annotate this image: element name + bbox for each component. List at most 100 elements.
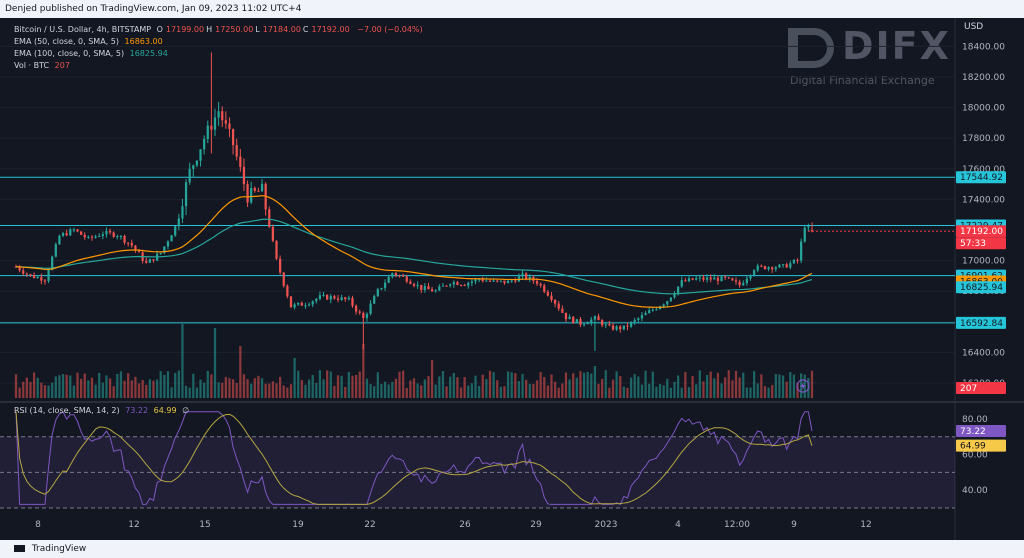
candle-body bbox=[528, 276, 531, 279]
candle-body bbox=[745, 278, 748, 284]
volume-bar bbox=[210, 374, 213, 398]
legend-volume-label: Vol · BTC bbox=[14, 61, 50, 70]
candle-body bbox=[796, 259, 799, 261]
volume-bar bbox=[470, 383, 474, 398]
x-tick-label: 12 bbox=[860, 520, 871, 530]
candle-body bbox=[666, 301, 669, 305]
volume-bar bbox=[427, 376, 430, 398]
legend-rsi-label: RSI (14, close, SMA, 14, 2) bbox=[14, 406, 120, 415]
volume-bar bbox=[416, 383, 419, 398]
volume-bar bbox=[687, 387, 691, 398]
volume-bar bbox=[116, 373, 119, 398]
candle-body bbox=[130, 242, 133, 246]
candle-body bbox=[684, 280, 687, 282]
volume-bar bbox=[705, 375, 709, 398]
volume-bar bbox=[796, 383, 799, 398]
candle-body bbox=[449, 284, 452, 286]
candle-body bbox=[184, 182, 188, 207]
candle-body bbox=[724, 276, 727, 278]
volume-bar bbox=[108, 378, 112, 398]
volume-bar bbox=[72, 385, 76, 398]
volume-bar bbox=[235, 382, 238, 398]
price-badge-bg bbox=[956, 316, 1006, 329]
volume-bar bbox=[572, 373, 575, 398]
volume-bar bbox=[445, 386, 448, 398]
candle-body bbox=[282, 272, 285, 286]
volume-bar bbox=[481, 374, 484, 398]
volume-bar bbox=[561, 383, 564, 398]
volume-bar bbox=[637, 376, 640, 398]
candle-body bbox=[376, 289, 379, 297]
volume-bar bbox=[738, 377, 741, 398]
candle-body bbox=[231, 129, 235, 146]
candle-body bbox=[579, 319, 582, 325]
candle-body bbox=[47, 269, 50, 281]
candle-body bbox=[456, 282, 459, 285]
candle-body bbox=[268, 209, 271, 227]
volume-bar bbox=[300, 380, 303, 398]
price-badge: 17544.92 bbox=[960, 173, 1003, 183]
volume-bar bbox=[778, 374, 781, 398]
candle-body bbox=[423, 286, 426, 290]
volume-bar bbox=[231, 379, 235, 398]
candle-body bbox=[58, 235, 61, 245]
candle-body bbox=[601, 320, 604, 326]
volume-bar bbox=[199, 379, 202, 398]
volume-bar bbox=[749, 387, 752, 398]
candle-body bbox=[568, 316, 571, 320]
volume-bar bbox=[550, 374, 553, 398]
candle-body bbox=[430, 289, 434, 292]
candle-body bbox=[604, 324, 607, 326]
volume-bar bbox=[535, 380, 539, 398]
volume-bar bbox=[586, 371, 589, 398]
legend-ohlc-key: L bbox=[255, 25, 260, 34]
candle-body bbox=[800, 241, 803, 261]
volume-bar bbox=[347, 372, 350, 398]
candle-body bbox=[145, 260, 148, 263]
volume-bar bbox=[684, 372, 687, 398]
volume-bar bbox=[517, 381, 521, 398]
volume-bar bbox=[756, 383, 759, 398]
volume-bar bbox=[275, 383, 278, 398]
volume-bar bbox=[792, 374, 796, 398]
candle-body bbox=[485, 280, 488, 282]
volume-bar bbox=[604, 370, 607, 398]
x-tick-label: 2023 bbox=[595, 520, 618, 530]
volume-bar bbox=[268, 383, 271, 398]
volume-bar bbox=[648, 383, 651, 398]
price-badge-bg bbox=[956, 225, 1006, 238]
candle-body bbox=[181, 206, 184, 219]
volume-bar bbox=[246, 379, 249, 398]
volume-bar bbox=[503, 386, 506, 398]
candle-body bbox=[108, 230, 112, 233]
volume-bar bbox=[307, 379, 311, 398]
volume-bar bbox=[456, 377, 459, 398]
volume-bar bbox=[412, 378, 416, 398]
candle-body bbox=[369, 303, 372, 314]
candle-body bbox=[695, 278, 698, 280]
volume-bar bbox=[394, 378, 398, 398]
x-tick-label: 22 bbox=[364, 520, 375, 530]
candle-body bbox=[582, 324, 586, 326]
volume-bar bbox=[752, 371, 756, 398]
volume-bar bbox=[615, 371, 618, 398]
volume-bar bbox=[54, 376, 57, 398]
candle-body bbox=[362, 312, 365, 319]
price-chart-svg[interactable]: 18400.00 18200.00 18000.00 17800.00 17600.00… bbox=[0, 18, 1024, 540]
candle-body bbox=[803, 227, 806, 242]
candle-body bbox=[98, 235, 101, 237]
volume-bar bbox=[336, 375, 340, 398]
volume-bar bbox=[496, 380, 499, 398]
candle-body bbox=[499, 280, 502, 282]
candle-body bbox=[289, 296, 293, 308]
volume-bar bbox=[467, 385, 470, 398]
volume-bar bbox=[611, 379, 615, 398]
candle-body bbox=[195, 160, 199, 166]
price-badge-bg bbox=[956, 171, 1006, 184]
volume-bar bbox=[40, 382, 43, 398]
candle-body bbox=[420, 284, 423, 290]
volume-bar bbox=[163, 374, 166, 398]
candle-body bbox=[478, 279, 481, 281]
volume-bar bbox=[434, 384, 437, 398]
volume-bar bbox=[521, 373, 524, 398]
